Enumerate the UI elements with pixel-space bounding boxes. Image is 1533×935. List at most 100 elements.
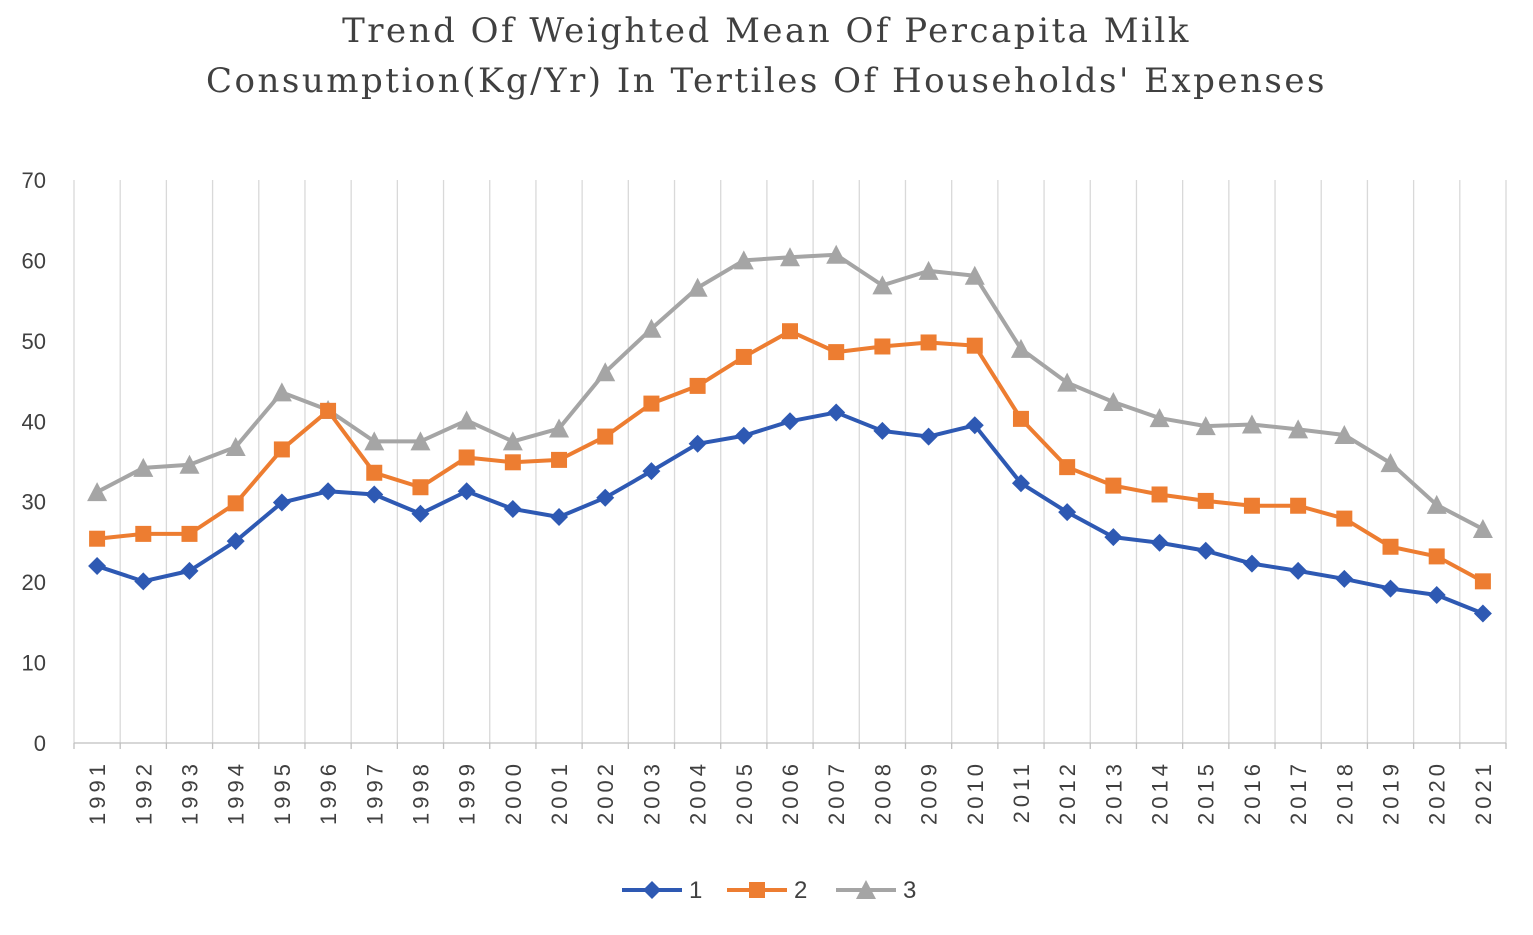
data-point-triangle — [1472, 519, 1493, 539]
data-point-diamond — [457, 482, 476, 501]
data-point-square — [89, 530, 106, 547]
data-point-diamond — [319, 482, 338, 501]
x-tick-label: 1993 — [177, 760, 202, 825]
data-point-square — [1474, 573, 1491, 590]
data-point-triangle — [1149, 408, 1170, 428]
data-point-diamond — [596, 488, 615, 507]
x-tick-label: 2009 — [917, 760, 942, 825]
data-point-diamond — [503, 499, 522, 518]
data-point-square — [1243, 497, 1260, 514]
data-point-square — [1105, 477, 1122, 494]
data-point-square — [782, 323, 798, 340]
x-tick-label: 2003 — [639, 760, 664, 825]
y-tick-label: 70 — [22, 168, 46, 193]
data-point-diamond — [1289, 561, 1308, 580]
data-point-diamond — [873, 421, 892, 440]
data-point-triangle — [1380, 453, 1401, 473]
data-point-square — [749, 882, 765, 898]
x-tick-label: 2018 — [1332, 760, 1357, 825]
x-tick-label: 2013 — [1101, 760, 1126, 825]
data-point-square — [1197, 492, 1214, 509]
data-point-triangle — [87, 482, 108, 502]
data-point-square — [551, 451, 568, 468]
data-point-triangle — [1195, 416, 1216, 436]
data-point-square — [504, 454, 521, 471]
data-point-square — [735, 348, 752, 365]
data-point-square — [1290, 497, 1307, 514]
legend-item-2: 2 — [727, 877, 807, 904]
data-point-triangle — [410, 431, 431, 451]
data-point-square — [597, 428, 614, 445]
data-point-square — [1012, 410, 1029, 427]
data-point-square — [1151, 486, 1168, 503]
legend-item-1: 1 — [622, 877, 702, 904]
x-tick-label: 2014 — [1148, 760, 1173, 825]
data-point-diamond — [1011, 474, 1030, 493]
data-point-diamond — [1381, 579, 1400, 598]
data-point-diamond — [688, 434, 707, 453]
data-point-diamond — [180, 561, 199, 580]
legend-item-3: 3 — [836, 877, 916, 904]
chart-title-line-2: Consumption(Kg/Yr) In Tertiles Of Househ… — [206, 61, 1327, 101]
data-point-triangle — [641, 318, 662, 338]
data-point-diamond — [365, 485, 384, 504]
legend-label: 1 — [689, 877, 702, 904]
data-point-diamond — [88, 557, 107, 576]
series-1 — [88, 403, 1492, 623]
data-point-diamond — [1427, 586, 1446, 605]
chart-title-line-1: Trend Of Weighted Mean Of Percapita Milk — [342, 11, 1191, 51]
x-tick-label: 1999 — [455, 760, 480, 825]
data-point-diamond — [965, 416, 984, 435]
data-point-diamond — [1150, 533, 1169, 552]
data-point-square — [1059, 459, 1076, 476]
data-point-diamond — [1473, 604, 1492, 623]
data-point-diamond — [919, 427, 938, 446]
data-point-square — [920, 334, 937, 351]
data-point-square — [181, 525, 198, 542]
data-point-triangle — [856, 880, 876, 899]
axes: 0 10 20 30 40 50 60 70 1991 1992 1993 1994 1995 1996 1… — [22, 168, 1507, 825]
data-point-diamond — [827, 403, 846, 422]
x-tick-label: 1995 — [270, 760, 295, 825]
data-point-square — [874, 338, 891, 355]
data-point-diamond — [411, 504, 430, 523]
data-point-triangle — [733, 250, 754, 270]
x-tick-label: 1998 — [408, 760, 433, 825]
data-point-square — [366, 464, 383, 481]
data-point-diamond — [642, 462, 661, 481]
x-tick-label: 1991 — [85, 760, 110, 825]
x-tick-label: 2010 — [963, 760, 988, 825]
data-point-triangle — [1057, 372, 1078, 392]
series-2 — [89, 323, 1491, 590]
series-3 — [87, 244, 1493, 539]
y-tick-label: 30 — [22, 490, 46, 515]
data-point-square — [966, 337, 983, 354]
x-tick-label: 2007 — [824, 760, 849, 825]
data-point-triangle — [964, 265, 985, 285]
y-tick-label: 50 — [22, 329, 46, 354]
data-point-diamond — [226, 532, 245, 551]
data-point-triangle — [595, 362, 616, 382]
data-point-triangle — [225, 437, 246, 457]
data-point-square — [689, 377, 706, 394]
x-tick-label: 2001 — [547, 760, 572, 825]
data-point-triangle — [687, 277, 708, 297]
data-point-triangle — [502, 431, 523, 451]
data-point-diamond — [1242, 554, 1261, 573]
data-point-triangle — [1288, 419, 1309, 439]
data-point-triangle — [1010, 338, 1031, 358]
y-tick-label: 10 — [22, 651, 46, 676]
x-tick-label: 2015 — [1194, 760, 1219, 825]
data-point-triangle — [179, 454, 200, 474]
x-tick-label: 2021 — [1471, 760, 1496, 825]
data-point-diamond — [643, 881, 661, 899]
x-tick-label: 1994 — [224, 760, 249, 825]
data-point-triangle — [1334, 424, 1355, 444]
data-point-square — [1336, 510, 1353, 527]
data-point-triangle — [918, 260, 939, 280]
x-tick-label: 2019 — [1379, 760, 1404, 825]
x-tick-label: 2008 — [870, 760, 895, 825]
data-point-diamond — [134, 572, 153, 591]
data-point-triangle — [133, 457, 154, 477]
